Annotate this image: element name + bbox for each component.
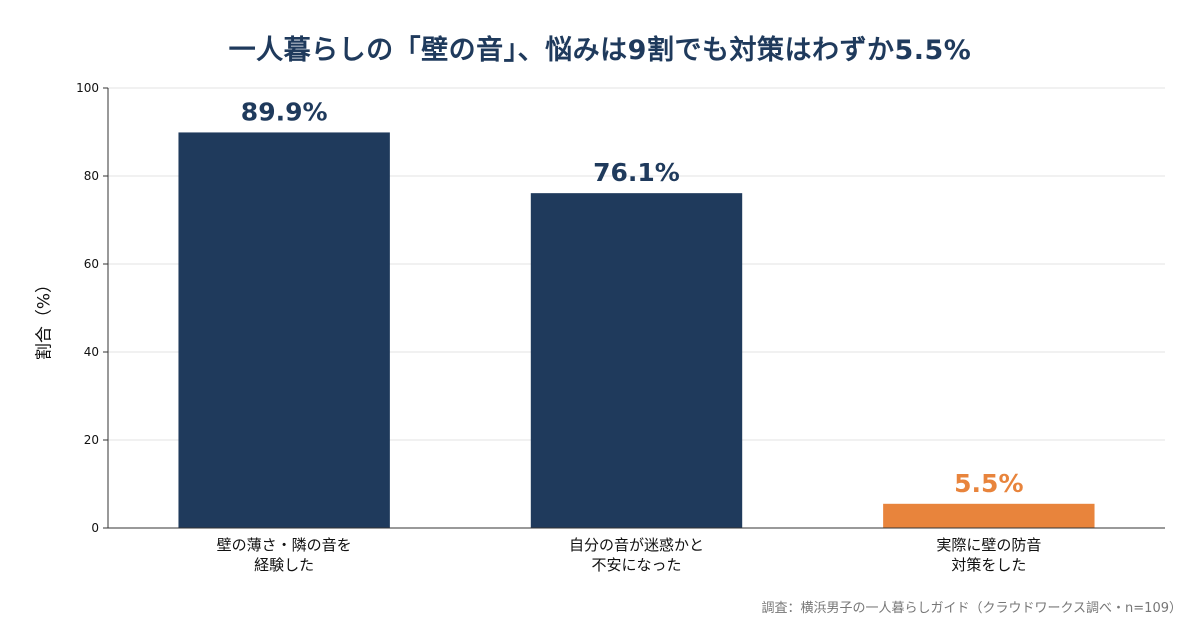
y-tick-label-80: 80 [84, 169, 99, 183]
bar-1 [530, 193, 743, 528]
y-tick-label-0: 0 [91, 521, 99, 535]
bar-2 [883, 503, 1095, 528]
category-label-line: 経験した [254, 556, 314, 574]
y-tick-label-100: 100 [76, 81, 99, 95]
category-label-1: 自分の音が迷惑かと不安になった [569, 536, 704, 574]
value-label-1: 76.1% [593, 158, 680, 187]
y-tick-label-40: 40 [84, 345, 99, 359]
value-label-0: 89.9% [241, 97, 328, 126]
category-label-0: 壁の薄さ・隣の音を経験した [217, 536, 352, 574]
category-label-2: 実際に壁の防音対策をした [936, 536, 1041, 574]
y-tick-label-20: 20 [84, 433, 99, 447]
y-tick-label-60: 60 [84, 257, 99, 271]
chart-title: 一人暮らしの「壁の音」、悩みは9割でも対策はわずか5.5% [228, 35, 972, 66]
category-label-line: 対策をした [951, 556, 1026, 574]
source-note: 調査：横浜男子の一人暮らしガイド（クラウドワークス調べ・n=109） [761, 601, 1182, 616]
category-label-line: 実際に壁の防音 [936, 536, 1041, 554]
category-label-line: 壁の薄さ・隣の音を [217, 536, 352, 554]
category-label-line: 不安になった [591, 556, 681, 574]
category-label-line: 自分の音が迷惑かと [569, 536, 704, 554]
bar-0 [178, 132, 390, 528]
value-label-2: 5.5% [954, 469, 1023, 498]
